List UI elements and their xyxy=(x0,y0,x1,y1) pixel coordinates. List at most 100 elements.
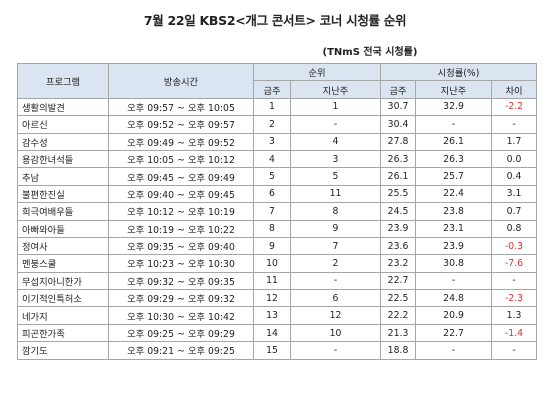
table-row: 피곤한가족 오후 09:25 ~ 오후 09:29 14 10 21.3 22.7 -1.4 xyxy=(17,323,538,343)
rating-difference: - xyxy=(491,271,538,291)
rating-this-week: 21.3 xyxy=(380,323,417,343)
airtime-start: 오후 09:40 xyxy=(127,189,174,201)
table-row: 깜기도 오후 09:21 ~ 오후 09:25 15-18.8- - xyxy=(17,341,538,360)
airtime-start: 오후 10:12 xyxy=(127,207,174,219)
airtime-cell: 오후 10:12 ~ 오후 10:19 xyxy=(108,202,254,221)
rating-last-week: 22.7 xyxy=(415,323,493,343)
rank-this-week: 5 xyxy=(253,167,291,186)
rank-last-week: 10 xyxy=(289,323,382,343)
airtime-separator: ~ xyxy=(177,172,185,184)
airtime-separator: ~ xyxy=(177,189,185,201)
airtime-separator: ~ xyxy=(177,259,185,271)
rating-last-week: 20.9 xyxy=(415,306,493,325)
airtime-cell: 오후 09:21 ~ 오후 09:25 xyxy=(108,341,254,360)
airtime-cell: 오후 09:49 ~ 오후 09:52 xyxy=(108,132,254,151)
airtime-separator: ~ xyxy=(177,276,185,288)
rating-this-week: 30.7 xyxy=(380,97,417,117)
rank-this-week: 8 xyxy=(253,219,291,238)
header-rating-last: 지난주 xyxy=(415,80,493,99)
rank-last-week: 2 xyxy=(289,254,382,273)
airtime-separator: ~ xyxy=(177,224,185,236)
header-program: 프로그램 xyxy=(17,63,109,99)
rating-this-week: 30.4 xyxy=(380,115,417,134)
rank-last-week: 6 xyxy=(289,289,382,308)
airtime-end: 오후 09:35 xyxy=(188,276,235,288)
header-rank-last: 지난주 xyxy=(289,80,382,99)
airtime-start: 오후 10:30 xyxy=(127,311,174,323)
table-row: 감수성 오후 09:49 ~ 오후 09:52 3 4 27.8 26.1 1.7 xyxy=(17,132,538,151)
rank-this-week: 7 xyxy=(253,202,291,221)
rank-last-week: 8 xyxy=(289,202,382,221)
rating-difference: -1.4 xyxy=(491,323,538,343)
rating-this-week: 22.2 xyxy=(380,306,417,325)
airtime-end: 오후 09:40 xyxy=(188,242,235,254)
rank-this-week: 1 xyxy=(253,97,291,117)
airtime-cell: 오후 10:23 ~ 오후 10:30 xyxy=(108,254,254,273)
rank-this-week: 13 xyxy=(253,306,291,325)
airtime-separator: ~ xyxy=(177,155,185,167)
program-name: 생활의발견 xyxy=(17,97,109,117)
airtime-cell: 오후 09:45 ~ 오후 09:49 xyxy=(108,167,254,186)
rating-this-week: 22.7 xyxy=(380,271,417,291)
rank-this-week: 15 xyxy=(253,341,291,360)
rating-this-week: 22.5 xyxy=(380,289,417,308)
airtime-start: 오후 09:49 xyxy=(127,137,174,149)
airtime-start: 오후 09:32 xyxy=(127,276,174,288)
rating-last-week: - xyxy=(415,271,493,291)
rating-difference: -2.3 xyxy=(491,289,538,308)
rating-last-week: 23.8 xyxy=(415,202,493,221)
airtime-cell: 오후 09:35 ~ 오후 09:40 xyxy=(108,236,254,256)
rating-difference: 0.7 xyxy=(491,202,538,221)
rank-this-week: 14 xyxy=(253,323,291,343)
table-row: 생활의발견 오후 09:57 ~ 오후 10:05 1 1 30.7 32.9 -2.2 xyxy=(17,97,538,117)
rating-this-week: 26.1 xyxy=(380,167,417,186)
table-row: 정여사 오후 09:35 ~ 오후 09:40 9 7 23.6 23.9 -0.3 xyxy=(17,236,538,256)
table-row: 멘붕스쿨 오후 10:23 ~ 오후 10:30 10 2 23.2 30.8 -7.6 xyxy=(17,254,538,273)
rank-this-week: 6 xyxy=(253,184,291,204)
rank-this-week: 9 xyxy=(253,236,291,256)
airtime-end: 오후 09:57 xyxy=(188,120,235,132)
rank-this-week: 4 xyxy=(253,149,291,169)
airtime-separator: ~ xyxy=(177,120,185,132)
document-subtitle: (TNmS 전국 시청률) xyxy=(322,47,418,58)
rank-last-week: 9 xyxy=(289,219,382,238)
table-header: 프로그램 방송시간 순위 시청률(%) 금주 지난주 금주 지난주 차이 xyxy=(17,62,538,99)
program-name: 감수성 xyxy=(17,132,109,151)
rating-last-week: 24.8 xyxy=(415,289,493,308)
table-row: 아빠와아들 오후 10:19 ~ 오후 10:22 8 9 23.9 23.1 0.8 xyxy=(17,219,538,238)
rating-last-week: 32.9 xyxy=(415,97,493,117)
rating-this-week: 25.5 xyxy=(380,184,417,204)
airtime-start: 오후 10:19 xyxy=(127,224,174,236)
rating-last-week: 23.1 xyxy=(415,219,493,238)
rank-last-week: - xyxy=(289,341,382,360)
rating-last-week: 25.7 xyxy=(415,167,493,186)
header-rank: 순위 xyxy=(252,62,382,82)
airtime-end: 오후 09:32 xyxy=(188,294,235,306)
rating-last-week: - xyxy=(415,115,493,134)
rating-difference: 0.8 xyxy=(491,219,538,238)
airtime-cell: 오후 09:57 ~ 오후 10:05 xyxy=(108,97,254,117)
airtime-cell: 오후 10:30 ~ 오후 10:42 xyxy=(108,306,254,325)
airtime-separator: ~ xyxy=(177,329,185,341)
airtime-separator: ~ xyxy=(177,242,185,254)
rank-this-week: 2 xyxy=(253,115,291,134)
airtime-start: 오후 09:29 xyxy=(127,294,174,306)
rating-difference: 0.4 xyxy=(491,167,538,186)
airtime-start: 오후 09:35 xyxy=(127,242,174,254)
header-rating-diff: 차이 xyxy=(491,80,538,99)
rank-this-week: 12 xyxy=(253,289,291,308)
rank-last-week: 3 xyxy=(289,149,382,169)
header-rating-this: 금주 xyxy=(380,80,417,99)
rank-last-week: 7 xyxy=(289,236,382,256)
rating-last-week: 23.9 xyxy=(415,236,493,256)
program-name: 네가지 xyxy=(17,306,109,325)
airtime-end: 오후 10:42 xyxy=(188,311,235,323)
rating-this-week: 23.2 xyxy=(380,254,417,273)
rank-last-week: 4 xyxy=(289,132,382,151)
airtime-start: 오후 10:23 xyxy=(127,259,174,271)
rating-difference: 0.0 xyxy=(491,149,538,169)
program-name: 아르신 xyxy=(17,115,109,134)
airtime-separator: ~ xyxy=(177,102,185,114)
table-body: 생활의발견 오후 09:57 ~ 오후 10:05 1 1 30.7 32.9 -2.2 아르신 오… xyxy=(17,97,538,360)
